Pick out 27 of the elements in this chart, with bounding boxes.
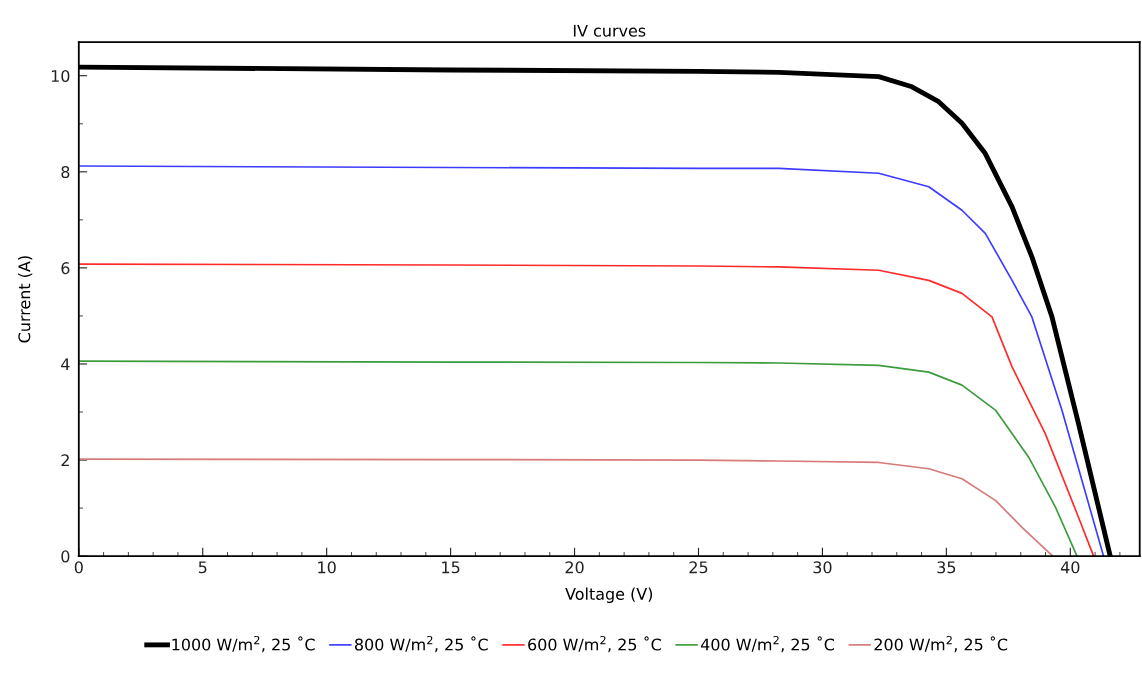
chart-title: IV curves: [573, 24, 646, 37]
x-tick-label: 25: [689, 561, 708, 574]
legend-label: 1000 W/m$^{2}$, 25 ˚C: [172, 635, 315, 653]
x-tick-label: 5: [198, 561, 207, 574]
y-tick-label: 4: [61, 358, 70, 371]
y-tick-label: 10: [51, 69, 70, 83]
x-tick-label: 10: [318, 561, 336, 574]
y-tick-label: 6: [61, 262, 70, 275]
x-tick-label: 15: [442, 561, 460, 574]
y-tick-label: 8: [61, 166, 70, 179]
legend-label: 800 W/m$^{2}$, 25 ˚C: [354, 635, 488, 653]
x-tick-label: 35: [937, 561, 956, 574]
y-tick-label: 0: [61, 550, 70, 563]
x-tick-label: 0: [74, 561, 83, 574]
legend-label: 400 W/m$^{2}$, 25 ˚C: [700, 635, 834, 653]
y-axis-title: Current (A): [18, 256, 33, 343]
line-series: [78, 360, 1078, 557]
x-tick-label: 40: [1060, 561, 1080, 574]
y-tick-label: 2: [61, 454, 69, 467]
line-series: [78, 458, 1054, 557]
x-axis-title: Voltage (V): [565, 587, 653, 604]
x-tick-label: 20: [565, 561, 584, 574]
legend-label: 600 W/m$^{2}$, 25 ˚C: [528, 635, 661, 653]
legend-label: 200 W/m$^{2}$, 25 ˚C: [874, 635, 1008, 653]
line-series: [78, 263, 1095, 557]
line-series: [78, 165, 1105, 557]
x-tick-label: 30: [813, 561, 832, 574]
